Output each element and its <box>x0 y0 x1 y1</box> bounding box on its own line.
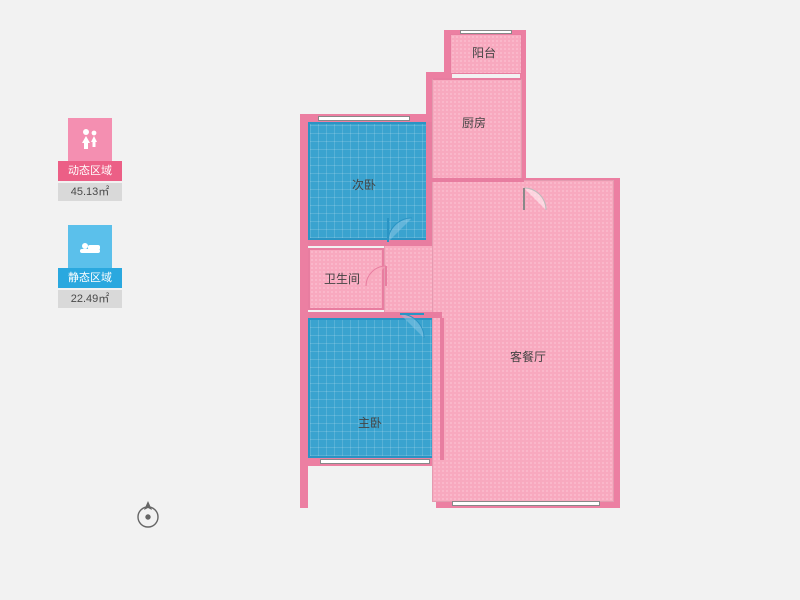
window <box>452 501 600 506</box>
compass-icon <box>132 498 164 530</box>
door-icon <box>522 186 548 212</box>
wall <box>426 122 432 242</box>
window <box>320 459 430 464</box>
window <box>460 30 512 34</box>
legend-static: 静态区域 22.49㎡ <box>58 225 122 308</box>
legend-active-label: 动态区域 <box>58 161 122 181</box>
floorplan: 阳台 厨房 次卧 卫生间 主卧 客餐厅 <box>300 30 620 558</box>
legend-static-value: 22.49㎡ <box>58 290 122 308</box>
wall <box>440 318 444 460</box>
room-balcony <box>450 34 522 74</box>
room-hall <box>384 242 436 318</box>
door-icon <box>364 264 388 288</box>
room-living <box>432 180 614 502</box>
sleep-icon <box>68 225 112 269</box>
legend: 动态区域 45.13㎡ 静态区域 22.49㎡ <box>58 118 122 332</box>
door-icon <box>398 312 426 340</box>
people-icon <box>68 118 112 162</box>
wall <box>300 114 308 508</box>
legend-active: 动态区域 45.13㎡ <box>58 118 122 201</box>
window <box>318 116 410 121</box>
door-icon <box>386 216 416 246</box>
room-kitchen <box>432 78 522 180</box>
legend-static-label: 静态区域 <box>58 268 122 288</box>
legend-active-value: 45.13㎡ <box>58 183 122 201</box>
wall <box>432 178 524 182</box>
